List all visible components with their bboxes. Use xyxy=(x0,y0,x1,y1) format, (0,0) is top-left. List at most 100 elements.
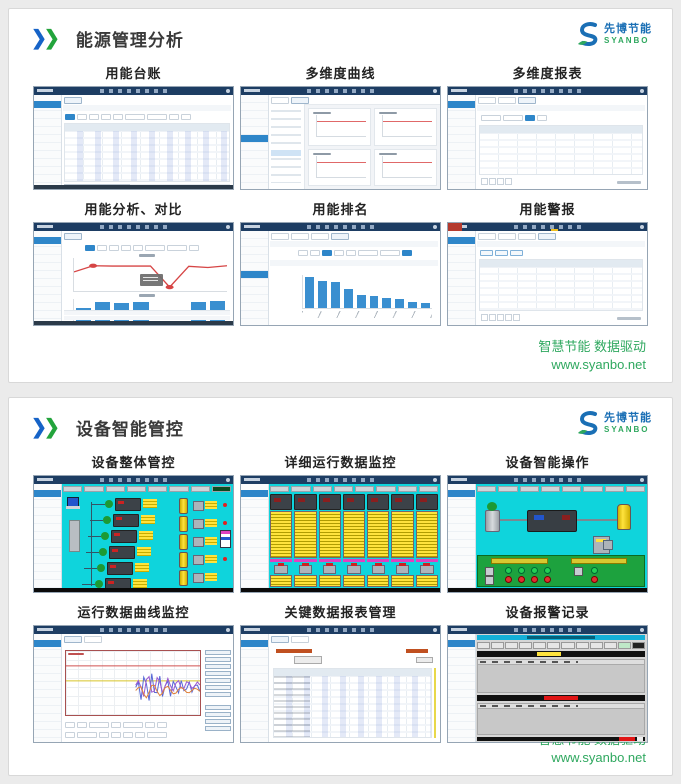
mini-topbar xyxy=(448,476,647,484)
mini-yellow-tank xyxy=(617,504,631,530)
mini-action-buttons xyxy=(480,250,523,256)
mini-device-columns xyxy=(270,494,438,587)
mini-bottom-bar xyxy=(477,737,645,741)
syanbo-logo: 先博节能 SYANBO xyxy=(576,21,652,47)
mini-red-button xyxy=(517,576,525,583)
thumb-energy-ranking: 用能排名 xyxy=(240,199,441,326)
mini-tabbar xyxy=(268,95,440,105)
footer-slogan: 智慧节能 数据驱动 xyxy=(538,338,646,354)
mini-sidebar xyxy=(34,634,62,742)
mini-scada-canvas xyxy=(268,484,440,592)
chevron-green-icon: ❯ xyxy=(43,416,60,439)
brand-name-en: SYANBO xyxy=(604,35,650,45)
mini-tabs xyxy=(478,233,556,240)
mini-knob xyxy=(574,567,584,576)
mini-device-column xyxy=(367,494,390,587)
footer-url: www.syanbo.net xyxy=(551,749,646,765)
mini-content xyxy=(61,634,233,742)
mini-device-column xyxy=(391,494,414,587)
mini-topbar xyxy=(34,87,233,95)
mini-statusbar xyxy=(34,321,233,325)
mini-green-button xyxy=(517,567,525,574)
mini-content xyxy=(61,231,233,325)
mini-pump xyxy=(193,501,204,511)
mini-query-button xyxy=(294,656,322,664)
mini-content xyxy=(268,634,440,742)
thumb-title: 设备智能操作 xyxy=(505,455,590,470)
thumb-energy-alerts: 用能警报 xyxy=(447,199,648,326)
mini-pipe-line xyxy=(91,502,92,586)
screenshot-energy-compare xyxy=(33,222,234,326)
mini-knob xyxy=(484,567,494,576)
panel-device-control: ❯ ❯ 设备智能管控 先博节能 SYANBO 设备整体管控 xyxy=(8,397,673,776)
mini-red-button xyxy=(531,576,539,583)
mini-toolbar xyxy=(65,114,191,120)
footer-url: www.syanbo.net xyxy=(551,356,646,372)
mini-record-count xyxy=(617,317,641,320)
screenshot-device-data-monitor xyxy=(240,475,441,593)
thumb-row-2: 用能分析、对比 xyxy=(9,199,672,326)
mini-topbar xyxy=(448,223,647,231)
mini-pipe xyxy=(575,519,617,521)
mini-pagination xyxy=(481,314,520,321)
mini-period-buttons xyxy=(85,245,199,251)
thumb-report-management: 关键数据报表管理 xyxy=(240,602,441,743)
mini-black-band xyxy=(477,651,645,657)
mini-pipe xyxy=(498,519,527,521)
mini-line-chart xyxy=(308,148,371,186)
thumb-title: 用能排名 xyxy=(312,202,369,217)
mini-valve xyxy=(223,521,227,525)
panel-header: ❯ ❯ 能源管理分析 xyxy=(9,9,672,51)
mini-tank-with-plant xyxy=(485,502,500,532)
panel-footer: 智慧节能 数据驱动 www.syanbo.net xyxy=(538,338,646,374)
mini-trend-chart xyxy=(65,650,201,716)
syanbo-logo-text: 先博节能 SYANBO xyxy=(604,412,652,434)
mini-sidebar xyxy=(448,484,476,592)
mini-topbar xyxy=(241,87,440,95)
mini-x-axis-labels xyxy=(302,311,432,318)
mini-line-chart xyxy=(374,108,437,146)
screenshot-report-management xyxy=(240,625,441,743)
mini-tooltip xyxy=(140,274,164,287)
mini-pump xyxy=(193,537,204,547)
mini-chart-title xyxy=(139,254,155,257)
mini-chiller-unit xyxy=(90,514,159,527)
screenshot-energy-alerts xyxy=(447,222,648,326)
mini-query-label xyxy=(276,649,312,653)
mini-alarm-table xyxy=(477,659,645,693)
mini-tank xyxy=(179,516,188,532)
mini-sidebar xyxy=(241,231,269,325)
screenshot-multi-curves xyxy=(240,86,441,190)
mini-topbar xyxy=(34,476,233,484)
mini-data-label xyxy=(205,573,217,581)
thumb-title: 用能台账 xyxy=(105,66,162,81)
thumb-title: 运行数据曲线监控 xyxy=(77,605,190,620)
mini-content xyxy=(475,231,647,325)
thumb-multi-curves: 多维度曲线 xyxy=(240,63,441,190)
mini-content xyxy=(475,95,647,189)
thumb-row-2: 运行数据曲线监控 xyxy=(9,602,672,743)
mini-filterbar xyxy=(298,250,412,256)
mini-breadcrumb xyxy=(270,241,438,247)
mini-sidebar xyxy=(448,634,476,742)
mini-vscrollbar xyxy=(434,668,436,738)
mini-nav-labels xyxy=(477,486,645,492)
thumb-device-data-monitor: 详细运行数据监控 xyxy=(240,452,441,593)
mini-pump xyxy=(193,555,204,565)
mini-side-buttons xyxy=(205,650,231,731)
mini-content xyxy=(268,231,440,325)
thumb-title: 详细运行数据监控 xyxy=(284,455,397,470)
mini-chart-title xyxy=(139,294,155,297)
mini-valve-unit xyxy=(603,540,613,550)
mini-report-table xyxy=(273,668,432,738)
mini-statusbar xyxy=(34,588,233,592)
mini-panel-label xyxy=(570,558,628,564)
brand-name-cn: 先博节能 xyxy=(604,23,652,36)
mini-sidebar xyxy=(448,231,476,325)
mini-topbar xyxy=(241,626,440,634)
mini-device-column xyxy=(415,494,438,587)
mini-chiller-machine xyxy=(527,510,577,532)
mini-legend-box xyxy=(220,530,231,548)
mini-valve xyxy=(223,503,227,507)
